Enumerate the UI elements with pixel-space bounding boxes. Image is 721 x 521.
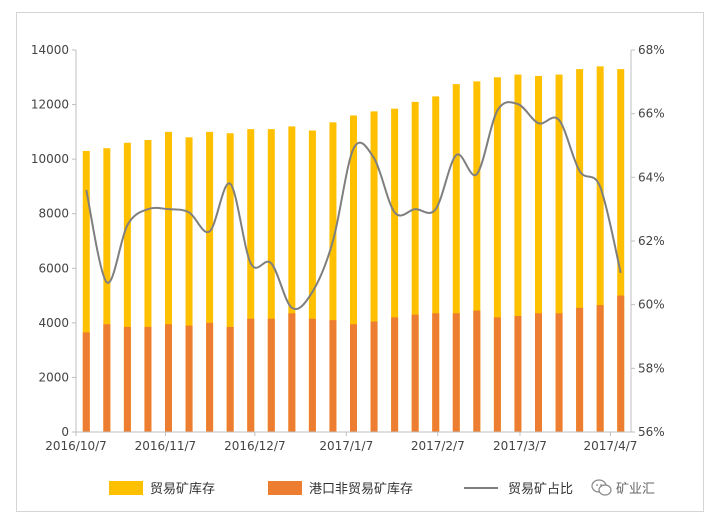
bar-non-trade-ore	[473, 310, 481, 432]
bar-non-trade-ore	[432, 313, 440, 432]
bar-trade-ore	[206, 131, 214, 432]
bar-non-trade-ore	[576, 307, 584, 432]
bar-trade-ore	[493, 77, 501, 433]
bar-trade-ore	[391, 108, 399, 433]
bar-non-trade-ore	[350, 324, 357, 432]
y-left-tick-label: 8000	[38, 207, 69, 221]
legend-label-trade-ore: 贸易矿库存	[150, 481, 215, 497]
bar-layer	[82, 66, 625, 433]
bar-non-trade-ore	[411, 314, 419, 432]
y-left-tick-label: 0	[61, 425, 69, 439]
bar-trade-ore	[144, 140, 152, 433]
legend-label-non-trade-ore: 港口非贸易矿库存	[309, 481, 413, 497]
x-tick-label: 2016/12/7	[224, 439, 286, 453]
line-layer	[85, 101, 622, 310]
bar-trade-ore	[370, 111, 378, 433]
y-right-tick-label: 60%	[638, 298, 665, 312]
bar-trade-ore	[432, 96, 440, 432]
bar-trade-ore	[165, 131, 172, 432]
bar-trade-ore	[226, 133, 234, 432]
y-left-tick-label: 10000	[31, 152, 69, 166]
legend-label-trade-ratio: 贸易矿占比	[508, 482, 573, 497]
bar-non-trade-ore	[267, 318, 275, 432]
y-right-tick-label: 62%	[638, 234, 665, 248]
bar-non-trade-ore	[535, 313, 542, 432]
bar-trade-ore	[350, 115, 357, 432]
y-left-tick-label: 12000	[31, 98, 69, 112]
bar-non-trade-ore	[123, 326, 131, 432]
bar-trade-ore	[617, 69, 625, 432]
bar-trade-ore	[555, 74, 563, 433]
bar-trade-ore	[596, 66, 604, 432]
bar-non-trade-ore	[596, 305, 604, 432]
bar-non-trade-ore	[165, 324, 172, 432]
bar-non-trade-ore	[514, 316, 522, 432]
line-trade-ratio	[85, 101, 622, 310]
y-left-tick-label: 4000	[38, 316, 69, 330]
bar-trade-ore	[185, 137, 193, 433]
bar-trade-ore	[514, 74, 522, 433]
bar-trade-ore	[411, 101, 419, 432]
bar-trade-ore	[473, 81, 481, 432]
bar-trade-ore	[288, 126, 296, 433]
watermark: 矿业汇	[591, 479, 655, 497]
bar-non-trade-ore	[493, 317, 501, 432]
y-right-tick-label: 56%	[638, 425, 665, 439]
y-left-tick-label: 2000	[38, 370, 69, 384]
bar-non-trade-ore	[370, 321, 378, 432]
bar-trade-ore	[123, 142, 131, 432]
wechat-icon	[591, 479, 612, 496]
x-axis-ticks: 2016/10/7 2016/11/7 2016/12/7 2017/1/7 2017/…	[45, 432, 637, 453]
bar-trade-ore	[82, 150, 90, 432]
watermark-text: 矿业汇	[616, 482, 655, 497]
legend-swatch-non-trade-ore	[268, 481, 302, 495]
bar-non-trade-ore	[391, 317, 399, 432]
bar-non-trade-ore	[452, 313, 460, 432]
legend: 贸易矿库存 港口非贸易矿库存 贸易矿占比	[109, 481, 573, 497]
x-tick-label: 2017/2/7	[411, 439, 465, 453]
bar-non-trade-ore	[555, 313, 563, 432]
bar-non-trade-ore	[308, 318, 316, 432]
x-tick-label: 2017/1/7	[319, 439, 373, 453]
y-right-tick-label: 58%	[638, 361, 665, 375]
x-tick-label: 2016/10/7	[45, 439, 107, 453]
x-tick-label: 2016/11/7	[135, 439, 197, 453]
bar-trade-ore	[452, 84, 460, 432]
bar-trade-ore	[535, 75, 542, 433]
bar-non-trade-ore	[103, 324, 111, 432]
bar-trade-ore	[576, 69, 584, 432]
bar-trade-ore	[247, 129, 255, 432]
bar-trade-ore	[329, 122, 337, 433]
y-axis-right-ticks: 56% 58% 60% 62% 64% 66% 68%	[631, 43, 665, 439]
x-tick-label: 2017/4/7	[583, 439, 637, 453]
x-tick-label: 2017/3/7	[493, 439, 547, 453]
bar-non-trade-ore	[82, 332, 90, 432]
y-axis-left-ticks: 0 2000 4000 6000 8000 10000 12000 14000	[31, 43, 76, 439]
y-left-tick-label: 14000	[31, 43, 69, 57]
bar-non-trade-ore	[329, 320, 337, 432]
y-left-tick-label: 6000	[38, 261, 69, 275]
bar-non-trade-ore	[185, 325, 193, 432]
legend-swatch-trade-ore	[109, 481, 143, 495]
bar-trade-ore	[103, 148, 111, 432]
bar-non-trade-ore	[144, 326, 152, 432]
bar-non-trade-ore	[247, 318, 255, 432]
y-right-tick-label: 64%	[638, 170, 665, 184]
bar-trade-ore	[308, 130, 316, 432]
y-right-tick-label: 66%	[638, 107, 665, 121]
bar-non-trade-ore	[206, 322, 214, 432]
y-right-tick-label: 68%	[638, 43, 665, 57]
bar-non-trade-ore	[617, 295, 625, 432]
bar-non-trade-ore	[226, 326, 234, 432]
bar-trade-ore	[267, 129, 275, 432]
bar-non-trade-ore	[288, 313, 296, 432]
